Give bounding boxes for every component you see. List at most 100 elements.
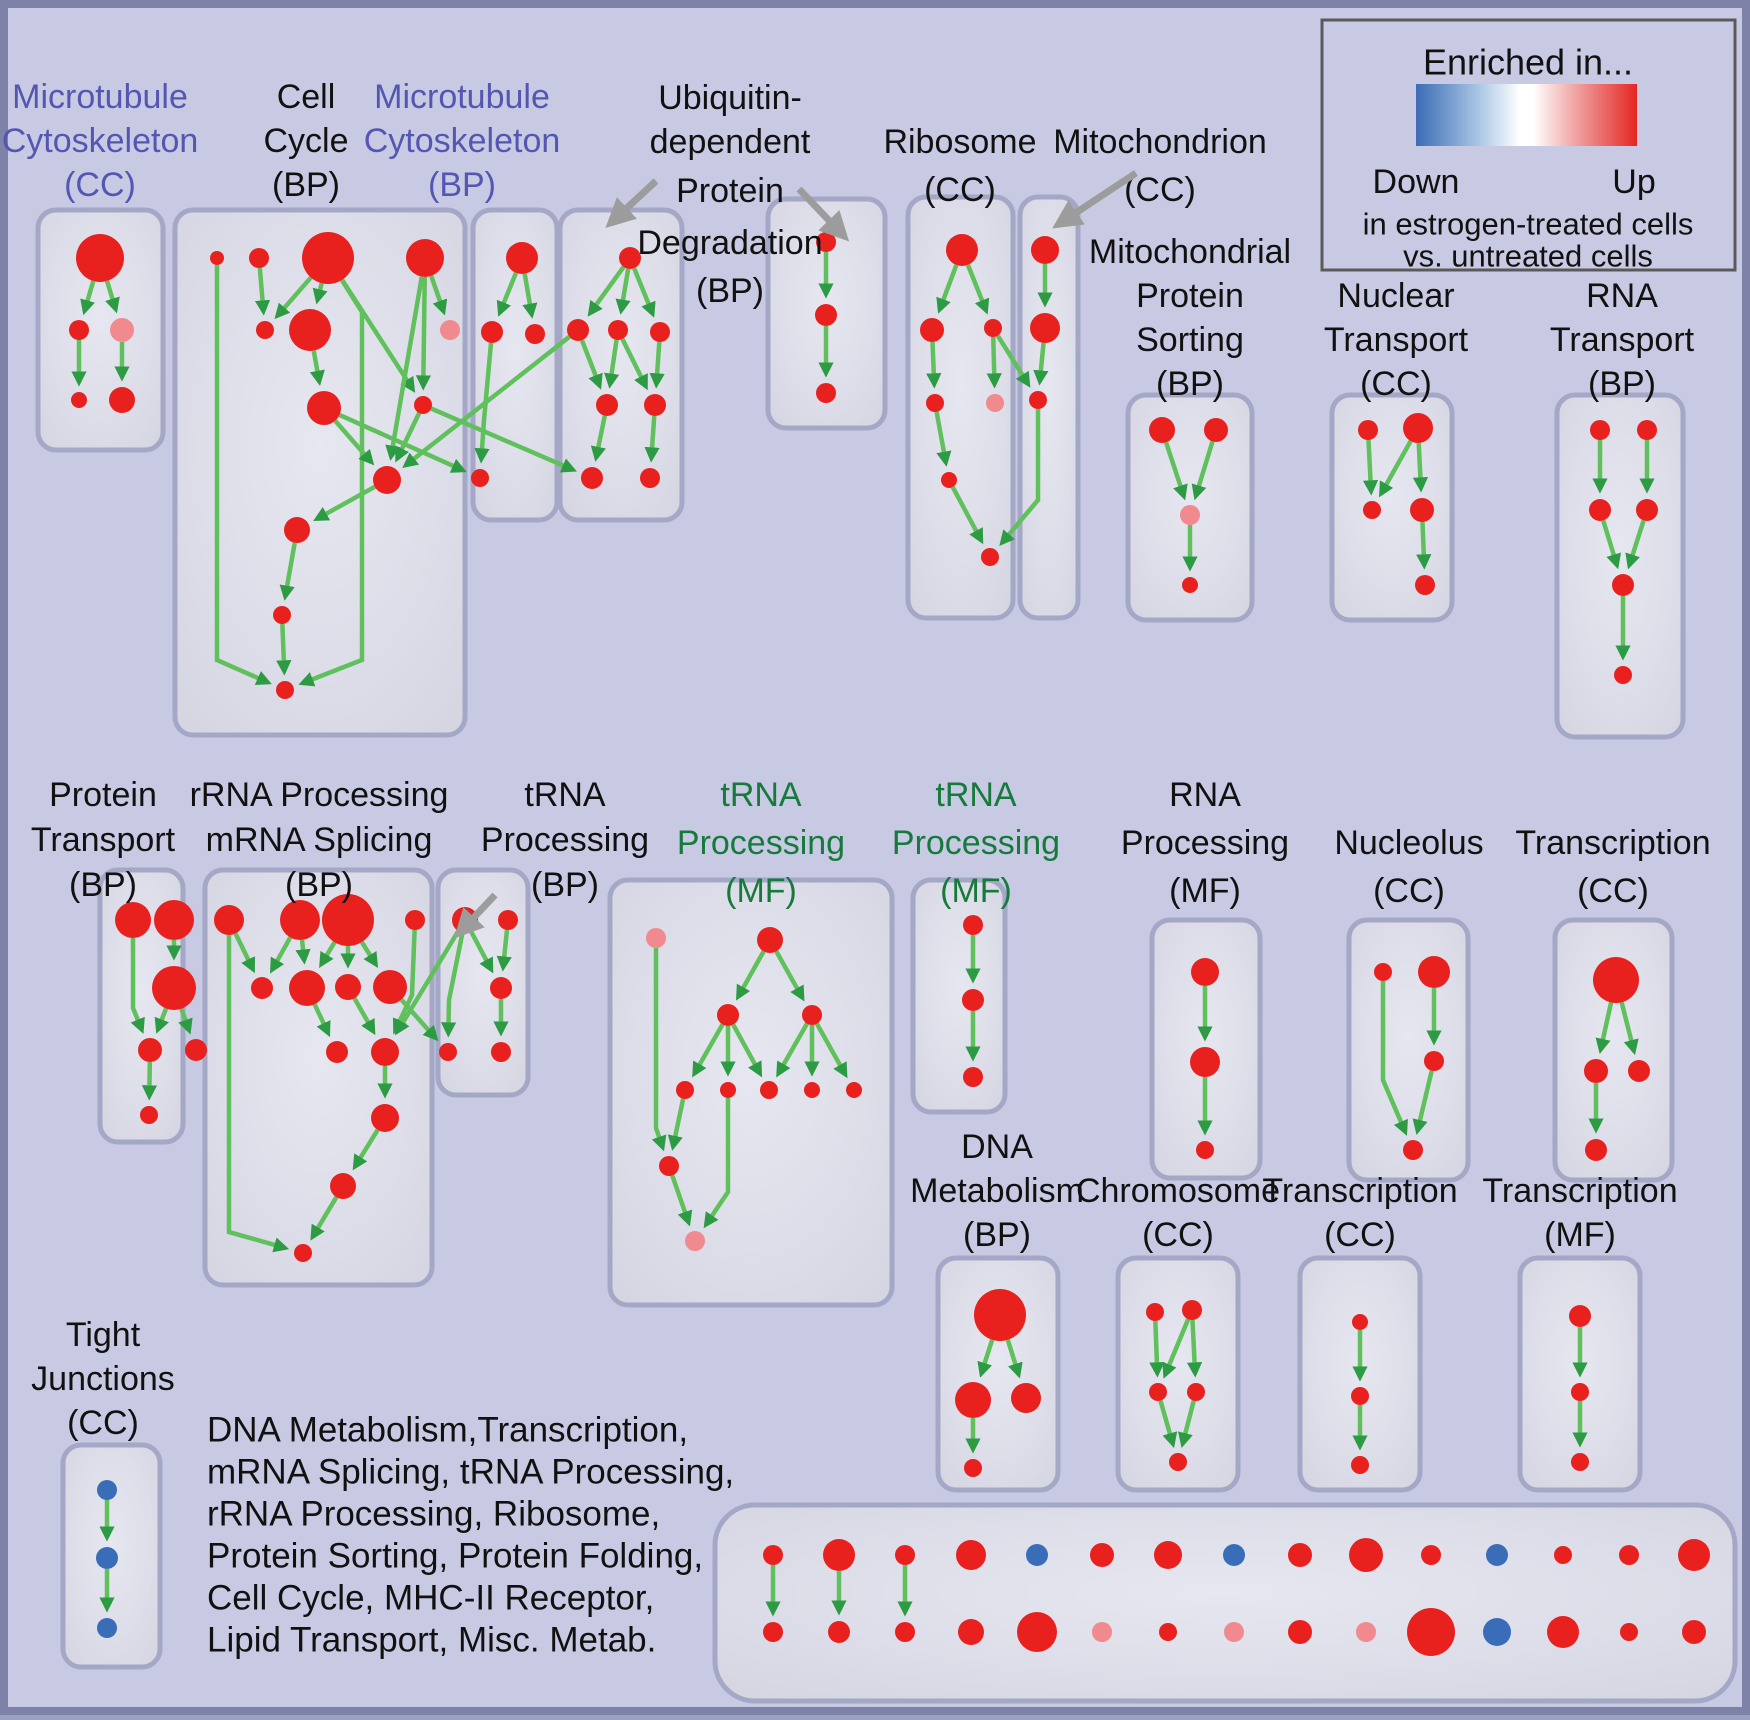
go-node-rna_transport [1612,574,1634,596]
label-microtubule-cytoskeleton-bp: (BP) [428,166,496,204]
go-node-misc_wide [1154,1541,1182,1569]
go-node-rna_transport [1589,499,1611,521]
go-node-prot_transport [154,900,194,940]
go-node-mt_cc [69,320,89,340]
go-node-cell_cycle [414,396,432,414]
go-node-trans_cc_bot [1351,1387,1369,1405]
edge-trna_mf_big [651,948,667,1152]
go-node-trans_cc_bot [1351,1456,1369,1474]
go-node-misc_wide [1547,1616,1579,1648]
edge-trna_mf_big [703,1098,731,1229]
generated-network-layer: Microtubule Cytoskeleton (CC) Cell Cycle (BP)… [2,78,1738,1704]
label-trna-processing-mf-2: Processing [892,824,1060,862]
edge-trans_cc_mid [1619,1001,1639,1056]
edge-rrna [352,997,376,1036]
edge-mt_bp [474,342,494,464]
edge-rna_transport [1625,519,1646,570]
label-trna-processing-mf-1: Processing [677,824,845,862]
go-node-trans_cc_mid [1628,1060,1650,1082]
go-node-prot_transport [140,1106,158,1124]
edge-ub_a [649,341,665,389]
edge-trna_mf_big [814,1022,848,1079]
go-node-ub_a [581,467,603,489]
label-rrna-processing-mrna-splicing-bp: (BP) [285,866,353,904]
go-node-rrna [335,974,361,1000]
go-node-trna_bp [490,977,512,999]
go-node-trans_cc_mid [1593,957,1639,1003]
go-node-tight_j [97,1618,117,1638]
label-cell-cycle-bp: Cycle [263,122,348,160]
label-rna-processing-mf: Processing [1121,824,1289,862]
edge-rrna [310,1196,339,1241]
edge-cell_cycle [429,275,448,316]
edge-chromosome [1177,1400,1196,1449]
go-node-trna_mf_small [962,989,984,1011]
go-node-misc_wide [1554,1546,1572,1564]
label-cell-cycle-bp: Cell [277,78,336,116]
label-trna-processing-bp: Processing [481,821,649,859]
go-node-misc_wide [1682,1620,1706,1644]
go-node-rrna [322,894,374,946]
go-node-misc_wide [828,1621,850,1643]
go-node-nuc_transport [1415,575,1435,595]
go-node-ub_a [608,320,628,340]
label-ubiquitin-dependent-protein-degradation-bp: Ubiquitin- [658,79,802,117]
label-trna-processing-mf-1: (MF) [725,872,797,910]
label-trna-processing-mf-2: tRNA [935,776,1017,814]
go-node-ub_a [619,247,641,269]
go-node-rrna [280,900,320,940]
edge-rrna [233,932,256,974]
edge-nuc_transport [1379,439,1413,498]
panel-trna_mf_small [910,877,1008,1115]
panel-misc_wide [712,1502,1738,1704]
label-transcription-cc-bottom: Transcription [1262,1172,1457,1210]
go-node-cell_cycle [302,232,354,284]
label-nuclear-transport-cc: (CC) [1360,365,1432,403]
label-mitochondrial-protein-sorting-bp: Sorting [1136,321,1244,359]
go-node-misc_wide [1026,1544,1048,1566]
go-node-misc_wide [1092,1622,1112,1642]
go-node-cell_cycle [276,681,294,699]
go-node-trna_mf_big [685,1231,705,1251]
go-node-trans_cc_bot [1352,1314,1368,1330]
go-node-dna_met [955,1382,991,1418]
go-node-trans_cc_mid [1584,1059,1608,1083]
go-node-cell_cycle [406,239,444,277]
edge-ribosome [986,336,1002,389]
label-ubiquitin-dependent-protein-degradation-bp: Degradation [637,224,822,262]
edge-prot_transport [141,1061,158,1101]
go-node-rrna [330,1173,356,1199]
edge-trna_mf_big [670,1174,693,1227]
edge-cell_cycle [254,267,271,316]
go-node-trans_mf [1571,1383,1589,1401]
label-microtubule-cytoskeleton-cc: Cytoskeleton [2,122,199,160]
label-ribosome-cc: Ribosome [883,123,1036,161]
go-node-misc_wide [1288,1620,1312,1644]
go-node-rna_proc [1191,958,1219,986]
go-node-nuc_transport [1403,413,1433,443]
go-node-nucleolus [1403,1140,1423,1160]
go-node-misc_wide [1407,1608,1455,1656]
go-node-chromosome [1169,1453,1187,1471]
go-node-trna_mf_small [963,915,983,935]
go-node-mito [1031,236,1059,264]
go-node-mito_sort [1204,418,1228,442]
edge-cell_cycle [214,265,272,686]
go-node-misc_wide [1421,1545,1441,1565]
edge-rrna [270,936,293,974]
go-node-trna_mf_big [646,928,666,948]
go-node-misc_wide [958,1619,984,1645]
edge-mt_bp [522,273,538,319]
edge-cell_cycle [276,623,292,676]
go-node-mt_cc [109,387,135,413]
go-node-cell_cycle [273,606,291,624]
label-protein-transport-bp: (BP) [69,866,137,904]
edge-rrna [319,941,337,968]
edge-rrna [352,1128,380,1171]
edge-nuc_transport [1362,439,1379,496]
edge-ub_a [620,337,648,391]
go-node-misc_wide [763,1622,783,1642]
label-trna-processing-mf-2: (MF) [940,872,1012,910]
edge-mt_cc [80,280,96,316]
